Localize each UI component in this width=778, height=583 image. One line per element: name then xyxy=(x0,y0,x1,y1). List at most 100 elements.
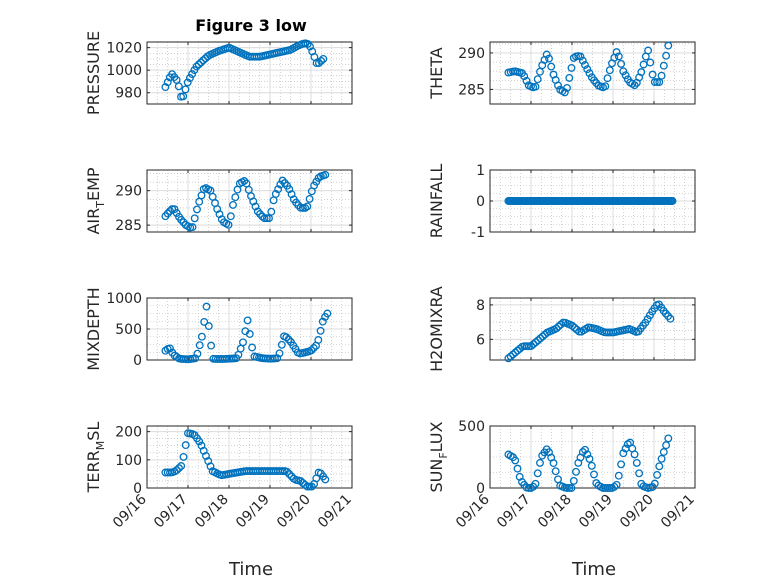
data-point xyxy=(282,333,291,342)
data-point xyxy=(531,82,540,91)
data-point xyxy=(175,464,183,473)
y-tick-label: -1 xyxy=(471,225,485,241)
data-point xyxy=(534,336,543,345)
y-tick-label: 1000 xyxy=(106,63,142,79)
axes-box xyxy=(146,41,353,105)
data-point xyxy=(188,70,197,79)
data-point xyxy=(305,194,314,203)
axes-box xyxy=(489,297,696,361)
x-tick-label: 09/21 xyxy=(315,492,355,532)
data-point xyxy=(278,176,287,185)
x-tick-label: 09/18 xyxy=(535,492,575,532)
data-point xyxy=(536,458,544,467)
data-point xyxy=(637,68,646,77)
y-tick-label: 100 xyxy=(115,453,142,469)
y-axis-label: RAINFALL xyxy=(427,164,446,239)
data-point xyxy=(619,67,628,76)
data-point xyxy=(172,466,181,475)
data-point xyxy=(207,341,216,350)
y-tick-label: 1 xyxy=(476,163,485,179)
data-point xyxy=(303,202,312,211)
y-tick-label: 290 xyxy=(115,184,142,200)
data-point xyxy=(256,210,264,218)
data-point xyxy=(576,52,585,61)
data-point xyxy=(177,215,186,224)
subplot-terr: 0 100 200 09/16 09/17 09/18 09/19 09/20 09/21 TER… xyxy=(84,422,355,532)
data-point xyxy=(262,214,271,223)
x-tick-label: 09/19 xyxy=(576,492,616,532)
data-point xyxy=(531,479,540,488)
data-point xyxy=(527,342,536,350)
data-point xyxy=(533,469,542,478)
data-point xyxy=(511,348,520,357)
data-point xyxy=(226,212,235,221)
data-point xyxy=(533,75,542,84)
data-point xyxy=(506,352,515,361)
data-point xyxy=(563,83,571,92)
data-point xyxy=(531,338,540,347)
data-point xyxy=(511,456,520,465)
data-point xyxy=(278,467,287,476)
data-point xyxy=(554,475,562,484)
data-point xyxy=(239,338,247,347)
data-point xyxy=(630,81,639,90)
data-point xyxy=(206,462,215,471)
data-point xyxy=(635,469,644,478)
data-point xyxy=(504,354,513,363)
data-point xyxy=(538,332,547,341)
data-point xyxy=(542,50,551,59)
data-point xyxy=(664,434,673,443)
x-axis-label-right: Time xyxy=(571,559,616,580)
data-point xyxy=(195,341,204,350)
data-point xyxy=(578,448,587,456)
data-point xyxy=(298,203,307,212)
data-point xyxy=(605,66,614,75)
data-point xyxy=(192,62,201,71)
data-point xyxy=(183,78,192,87)
subplot-rainfall: -1 0 1 RAINFALL xyxy=(427,163,696,241)
x-tick-label: 09/21 xyxy=(658,492,698,532)
data-point xyxy=(244,185,253,194)
y-axis-label: TERRMSL xyxy=(84,422,107,494)
data-point xyxy=(563,484,571,492)
data-point xyxy=(177,462,186,470)
axes-box xyxy=(489,41,696,105)
data-point xyxy=(648,70,657,79)
data-point xyxy=(317,56,326,65)
y-tick-label: 500 xyxy=(115,322,142,338)
data-point xyxy=(520,72,529,81)
data-point xyxy=(321,475,330,484)
y-tick-label: 1000 xyxy=(106,291,142,307)
data-point xyxy=(668,197,677,205)
data-point xyxy=(659,61,668,70)
y-tick-label: 980 xyxy=(115,86,142,102)
data-point xyxy=(240,177,249,185)
x-tick-label: 09/20 xyxy=(274,492,314,532)
y-axis-label: H2OMIXRA xyxy=(427,286,446,372)
data-point xyxy=(199,56,208,65)
subplot-air: 285 290 AIRTEMP xyxy=(84,167,353,235)
data-point xyxy=(522,342,531,351)
data-point xyxy=(581,445,589,454)
data-point xyxy=(163,209,172,218)
x-tick-label: 09/20 xyxy=(617,492,657,532)
x-tick-label: 09/16 xyxy=(453,491,493,531)
data-point xyxy=(197,332,206,341)
data-point xyxy=(661,309,670,318)
data-point xyxy=(314,59,323,67)
data-point xyxy=(583,450,592,459)
data-point xyxy=(664,41,673,50)
data-point xyxy=(245,330,254,338)
data-point xyxy=(197,58,205,67)
y-axis-label: AIRTEMP xyxy=(84,167,107,234)
data-point xyxy=(603,74,612,83)
data-point xyxy=(307,346,316,355)
data-point xyxy=(617,460,626,469)
data-point xyxy=(659,448,668,456)
axes-box xyxy=(489,425,696,489)
data-point xyxy=(283,467,292,476)
data-point xyxy=(197,191,206,200)
data-point xyxy=(303,482,312,491)
data-point xyxy=(612,480,621,489)
